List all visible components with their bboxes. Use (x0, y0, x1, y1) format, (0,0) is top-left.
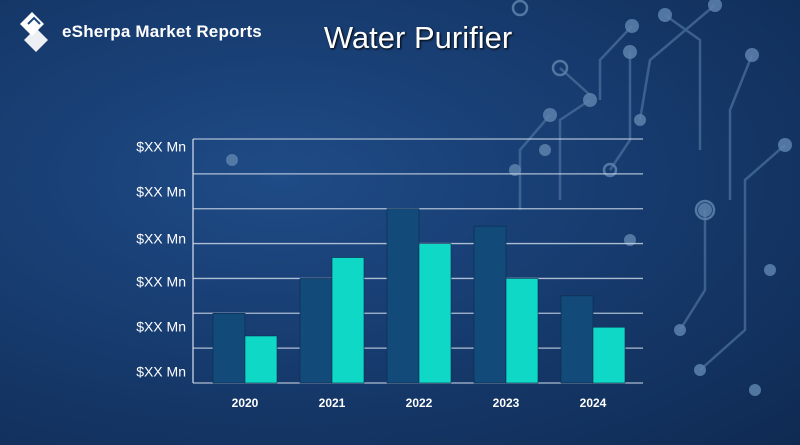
x-tick-label: 2020 (232, 396, 259, 410)
y-tick-label: $XX Mn (136, 231, 186, 247)
bar (418, 243, 452, 384)
bar (386, 208, 420, 384)
y-tick-label: $XX Mn (136, 184, 186, 200)
y-tick-label: $XX Mn (136, 364, 186, 380)
page-title: Water Purifier (323, 20, 513, 55)
bar (331, 257, 365, 384)
y-tick-label: $XX Mn (136, 319, 186, 335)
bar (592, 326, 626, 384)
bar (244, 335, 278, 384)
esherpa-logo-icon (20, 12, 48, 52)
bar (560, 295, 594, 384)
bar (212, 312, 246, 384)
y-tick-label: $XX Mn (136, 274, 186, 290)
bar (299, 278, 333, 384)
bar (473, 225, 507, 384)
y-tick-label: $XX Mn (136, 139, 186, 155)
brand-name: eSherpa Market Reports (62, 22, 262, 41)
x-tick-label: 2024 (580, 396, 607, 410)
x-tick-label: 2021 (319, 396, 346, 410)
brand: eSherpa Market Reports (10, 8, 262, 56)
x-tick-label: 2022 (406, 396, 433, 410)
x-tick-label: 2023 (493, 396, 520, 410)
bar (505, 278, 539, 384)
